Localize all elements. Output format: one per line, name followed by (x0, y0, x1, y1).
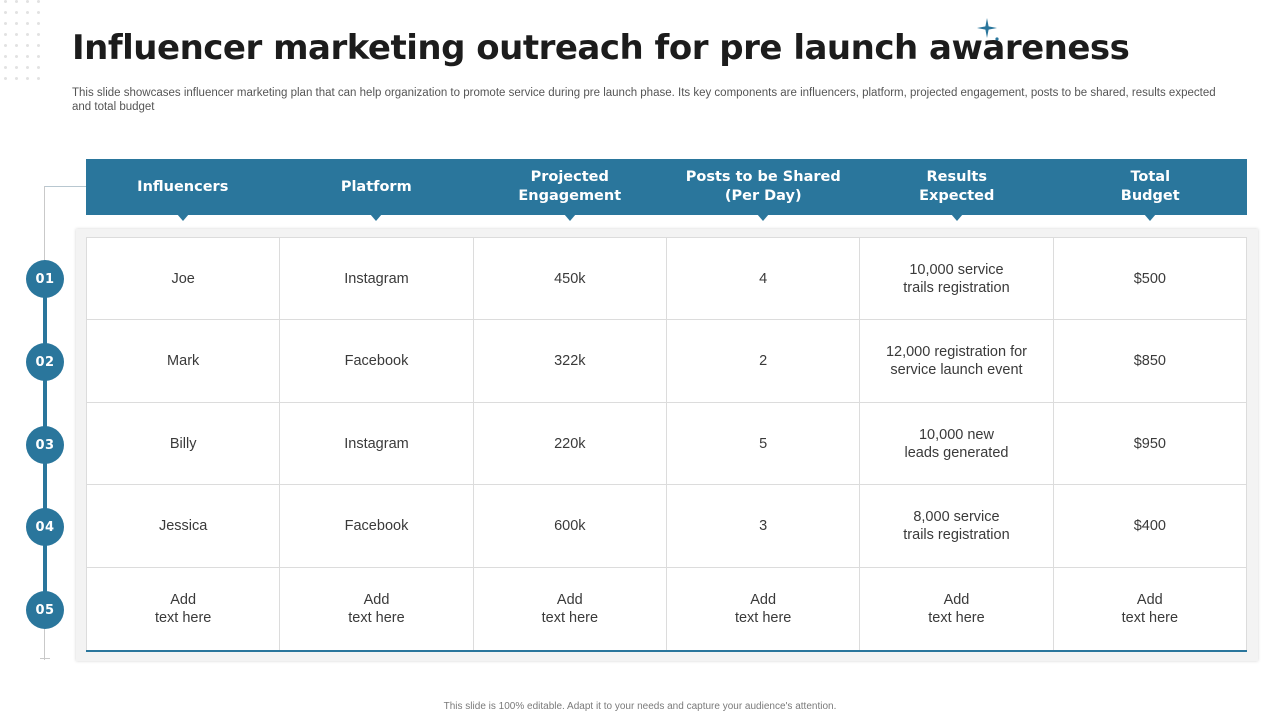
cell-posts-per-day: 3 (665, 484, 861, 568)
cell-platform: Instagram (279, 401, 474, 486)
cell-total-budget: $500 (1052, 236, 1248, 321)
cell-influencer: Billy (85, 401, 281, 486)
cell-results-expected: 12,000 registration for service launch e… (859, 319, 1054, 403)
cell-platform: Instagram (279, 236, 474, 321)
row-number-badge: 02 (26, 343, 64, 381)
cell-posts-per-day: 4 (665, 236, 861, 321)
decorative-dot-grid (4, 0, 48, 86)
cell-results-expected: 8,000 service trails registration (859, 484, 1054, 568)
table-row: Billy Instagram 220k 5 10,000 new leads … (85, 401, 1248, 486)
cell-projected-engagement: 220k (472, 401, 667, 486)
cell-results-expected: Add text here (859, 566, 1054, 652)
cell-platform: Facebook (279, 319, 474, 403)
cell-total-budget: $400 (1052, 484, 1248, 568)
table-header: Influencers Platform Projected Engagemen… (86, 159, 1248, 221)
cell-projected-engagement: 322k (472, 319, 667, 403)
cell-total-budget: $950 (1052, 401, 1248, 486)
cell-projected-engagement: Add text here (472, 566, 667, 652)
cell-projected-engagement: 450k (472, 236, 667, 321)
cell-influencer: Add text here (85, 566, 281, 652)
page-subtitle: This slide showcases influencer marketin… (72, 87, 1216, 113)
cell-influencer: Mark (85, 319, 281, 403)
cell-posts-per-day: 5 (665, 401, 861, 486)
cell-results-expected: 10,000 service trails registration (859, 236, 1054, 321)
cell-projected-engagement: 600k (472, 484, 667, 568)
column-header-posts-per-day: Posts to be Shared (Per Day) (667, 159, 861, 221)
cell-total-budget: $850 (1052, 319, 1248, 403)
influencer-table: Joe Instagram 450k 4 10,000 service trai… (85, 236, 1248, 652)
page-title: Influencer marketing outreach for pre la… (72, 28, 1130, 68)
cell-posts-per-day: Add text here (665, 566, 861, 652)
sparkle-icon (977, 18, 999, 41)
row-number-badge: 05 (26, 591, 64, 629)
table-row: Mark Facebook 322k 2 12,000 registration… (85, 319, 1248, 403)
column-header-results-expected: Results Expected (860, 159, 1054, 221)
footer-note: This slide is 100% editable. Adapt it to… (443, 701, 837, 712)
row-number-badge: 03 (26, 426, 64, 464)
cell-posts-per-day: 2 (665, 319, 861, 403)
row-number-badge: 04 (26, 508, 64, 546)
column-header-total-budget: Total Budget (1054, 159, 1248, 221)
column-header-platform: Platform (280, 159, 474, 221)
cell-platform: Add text here (279, 566, 474, 652)
row-number-badge: 01 (26, 260, 64, 298)
cell-total-budget: Add text here (1052, 566, 1248, 652)
column-header-influencers: Influencers (86, 159, 280, 221)
table-row: Jessica Facebook 600k 3 8,000 service tr… (85, 484, 1248, 568)
cell-results-expected: 10,000 new leads generated (859, 401, 1054, 486)
column-header-projected-engagement: Projected Engagement (473, 159, 667, 221)
cell-influencer: Joe (85, 236, 281, 321)
table-row: Joe Instagram 450k 4 10,000 service trai… (85, 236, 1248, 321)
cell-platform: Facebook (279, 484, 474, 568)
cell-influencer: Jessica (85, 484, 281, 568)
table-row: Add text here Add text here Add text her… (85, 566, 1248, 652)
connector-line (44, 186, 126, 187)
timeline-end-tick (40, 658, 50, 659)
